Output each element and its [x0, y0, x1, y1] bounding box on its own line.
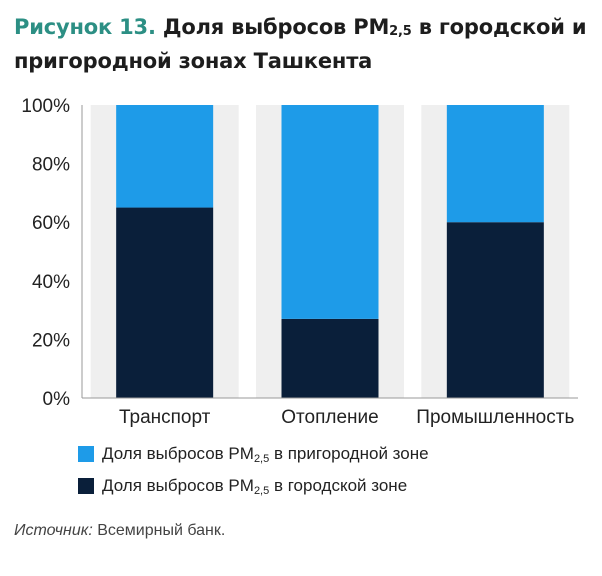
legend-suburban-after: в пригородной зоне [269, 444, 429, 463]
x-tick-label: Промышленность [416, 407, 574, 428]
legend-urban-before: Доля выбросов PM [102, 476, 254, 495]
legend-swatch-suburban [78, 446, 94, 462]
legend-label-suburban: Доля выбросов PM2,5 в пригородной зоне [102, 444, 429, 465]
y-tick-label: 80% [32, 155, 70, 176]
bar-suburban-2 [281, 105, 379, 319]
legend-item-urban: Доля выбросов PM2,5 в городской зоне [78, 476, 408, 497]
source-label: Источник: [14, 522, 93, 539]
legend-urban-sub: 2,5 [253, 485, 270, 497]
y-tick-label: 20% [32, 330, 70, 351]
y-tick-label: 0% [43, 389, 71, 410]
chart-title: Рисунок 13. Доля выбросов PM2,5 в городс… [14, 12, 594, 77]
x-tick-label: Транспорт [119, 407, 211, 428]
y-tick-label: 100% [21, 96, 70, 117]
x-tick-label: Отопление [281, 407, 378, 428]
source-text: Всемирный банк. [92, 522, 226, 539]
bar-urban-2 [281, 318, 379, 398]
figure-label: Рисунок 13. [14, 15, 156, 39]
title-text-before-sub: Доля выбросов PM [162, 15, 390, 39]
legend-item-suburban: Доля выбросов PM2,5 в пригородной зоне [78, 444, 429, 465]
title-subscript: 2,5 [389, 24, 412, 39]
legend-suburban-before: Доля выбросов PM [102, 444, 254, 463]
y-tick-label: 60% [32, 213, 70, 234]
source-note: Источник: Всемирный банк. [14, 522, 225, 540]
legend-swatch-urban [78, 478, 94, 494]
bar-urban-3 [446, 222, 544, 398]
stacked-bar-chart: Транспорт Отопление Промышленность 0% 20% 40%… [21, 96, 578, 428]
bar-suburban-3 [446, 105, 544, 223]
legend-suburban-sub: 2,5 [253, 453, 270, 465]
bar-suburban-1 [116, 105, 214, 208]
legend-urban-after: в городской зоне [269, 476, 408, 495]
legend-label-urban: Доля выбросов PM2,5 в городской зоне [102, 476, 408, 497]
title-text-after-sub: в городской и пригородной зонах Ташкента [14, 15, 587, 73]
y-tick-label: 40% [32, 272, 70, 293]
bar-urban-1 [116, 207, 214, 398]
